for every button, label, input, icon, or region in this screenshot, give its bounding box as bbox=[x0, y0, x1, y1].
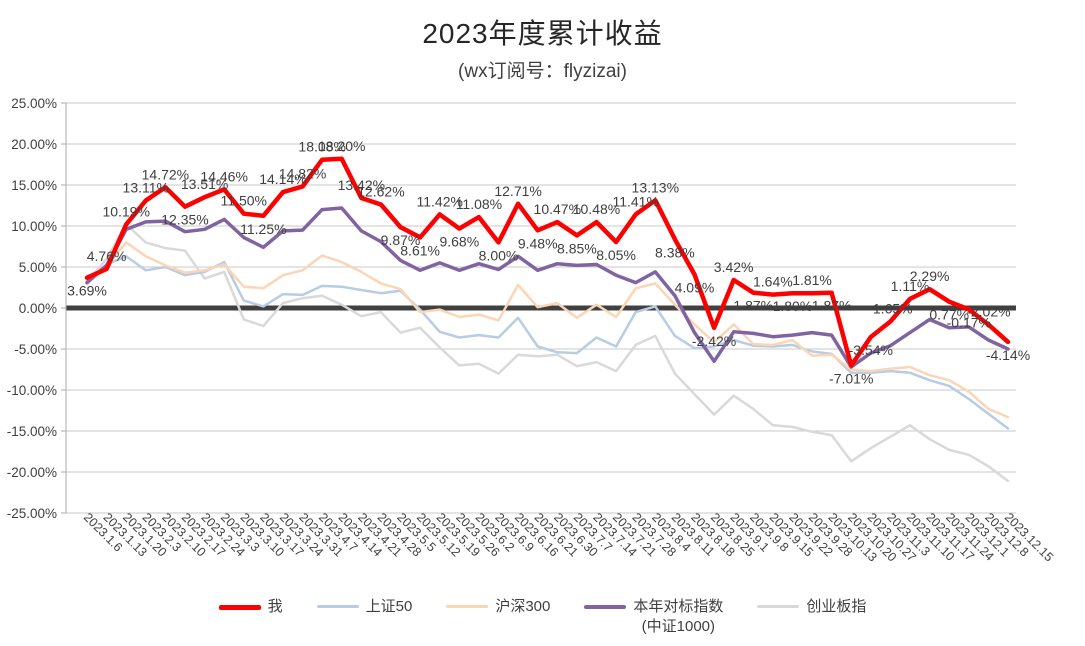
data-label: 1.81% bbox=[792, 272, 832, 288]
data-label: 12.35% bbox=[161, 212, 208, 228]
y-tick-label: 10.00% bbox=[11, 219, 57, 234]
data-label: 8.05% bbox=[596, 247, 636, 263]
y-tick-label: 5.00% bbox=[19, 260, 57, 275]
data-label: 9.48% bbox=[518, 235, 558, 251]
data-label: 10.19% bbox=[102, 203, 149, 219]
legend-swatch-上证50 bbox=[316, 605, 359, 608]
data-label: 13.51% bbox=[181, 176, 228, 192]
y-tick-label: -10.00% bbox=[7, 383, 57, 398]
data-label: 0.77% bbox=[929, 307, 969, 323]
y-tick-label: 25.00% bbox=[11, 96, 57, 111]
data-label: 1.11% bbox=[891, 278, 930, 294]
data-label: 8.38% bbox=[655, 244, 695, 260]
series-line-沪深300 bbox=[85, 241, 1010, 419]
series-line-上证50 bbox=[85, 255, 1010, 430]
series-line-我 bbox=[84, 156, 1011, 368]
y-tick-label: 0.00% bbox=[19, 301, 57, 316]
data-label: 1.64% bbox=[753, 274, 793, 290]
data-label: 8.00% bbox=[479, 247, 519, 263]
data-label: 8.85% bbox=[557, 240, 597, 256]
legend-item-本年对标指数: 本年对标指数 (中证1000) bbox=[584, 597, 723, 637]
series-line-创业板指 bbox=[85, 223, 1010, 483]
data-label: -7.01% bbox=[829, 370, 873, 386]
data-label: 12.71% bbox=[494, 183, 541, 199]
chart-legend: 我 上证50 沪深300 本年对标指数 (中证1000) 创业板指 bbox=[0, 597, 1085, 637]
y-tick-label: -15.00% bbox=[7, 424, 57, 439]
legend-item-创业板指: 创业板指 bbox=[757, 597, 866, 617]
legend-label: 本年对标指数 (中证1000) bbox=[633, 598, 724, 635]
legend-item-我: 我 bbox=[218, 597, 283, 617]
data-label: 2.29% bbox=[910, 268, 950, 284]
y-tick-label: 15.00% bbox=[11, 178, 57, 193]
y-tick-label: -20.00% bbox=[7, 465, 57, 480]
y-tick-label: -25.00% bbox=[7, 506, 57, 521]
data-label: 4.09% bbox=[675, 279, 715, 295]
data-label: 10.48% bbox=[573, 201, 620, 217]
data-label: -3.54% bbox=[849, 342, 893, 358]
data-label: 9.87% bbox=[381, 232, 421, 248]
data-label: 4.76% bbox=[87, 248, 127, 264]
data-label: -2.42% bbox=[692, 333, 736, 349]
legend-swatch-沪深300 bbox=[446, 605, 489, 608]
data-label: 11.41% bbox=[612, 193, 658, 209]
data-label: 1.87% bbox=[812, 298, 852, 314]
chart-subtitle: (wx订阅号：flyzizai) bbox=[458, 61, 627, 82]
data-label: 13.42% bbox=[338, 177, 385, 193]
legend-label: 上证50 bbox=[365, 598, 413, 615]
data-label: 3.42% bbox=[714, 259, 754, 275]
data-label: 14.72% bbox=[142, 166, 189, 182]
legend-item-上证50: 上证50 bbox=[316, 597, 413, 617]
data-label: 11.25% bbox=[240, 221, 286, 237]
data-label: 9.68% bbox=[439, 234, 479, 250]
data-label: -0.17% bbox=[947, 314, 991, 330]
legend-swatch-创业板指 bbox=[757, 605, 800, 608]
data-label: 3.69% bbox=[67, 283, 107, 299]
data-label: 13.11% bbox=[123, 179, 169, 195]
data-label: 13.13% bbox=[632, 179, 679, 195]
data-label: -2.02% bbox=[966, 304, 1010, 320]
data-label: 11.08% bbox=[456, 196, 502, 212]
data-label: 12.62% bbox=[357, 184, 404, 200]
data-label: 18.08% bbox=[298, 139, 345, 155]
y-tick-label: -5.00% bbox=[14, 342, 57, 357]
data-label: 11.50% bbox=[221, 193, 267, 209]
data-label: 10.47% bbox=[534, 201, 581, 217]
y-tick-label: 20.00% bbox=[11, 137, 57, 152]
data-label: -4.14% bbox=[986, 347, 1030, 363]
data-label: 8.61% bbox=[400, 242, 440, 258]
legend-item-沪深300: 沪深300 bbox=[446, 597, 550, 617]
legend-label: 创业板指 bbox=[806, 598, 867, 615]
chart-title: 2023年度累计收益 bbox=[422, 18, 663, 49]
legend-swatch-本年对标指数 bbox=[584, 605, 627, 609]
data-label: 14.82% bbox=[279, 165, 326, 181]
legend-swatch-我 bbox=[218, 605, 261, 610]
data-label: 14.46% bbox=[200, 168, 247, 184]
data-label: 18.20% bbox=[318, 138, 365, 154]
legend-label: 我 bbox=[267, 598, 283, 615]
data-label: 1.80% bbox=[773, 298, 813, 314]
legend-label-line2: (中证1000) bbox=[641, 618, 716, 635]
data-label: -1.65% bbox=[868, 301, 912, 317]
data-label: 11.42% bbox=[416, 193, 462, 209]
data-label: 1.87% bbox=[733, 298, 773, 314]
data-label: 14.14% bbox=[259, 171, 306, 187]
legend-label: 沪深300 bbox=[495, 598, 551, 615]
